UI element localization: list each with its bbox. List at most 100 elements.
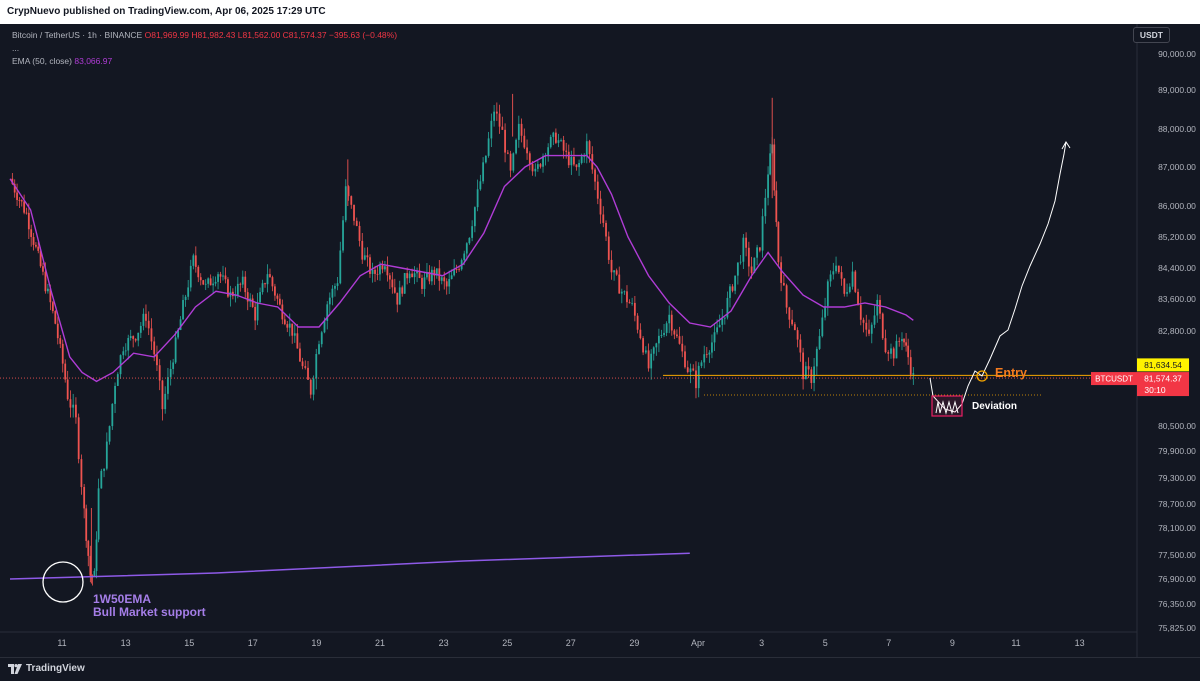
candle-body <box>342 220 344 251</box>
candle-body <box>802 352 804 380</box>
candle-body <box>69 399 72 408</box>
candle-body <box>153 341 156 355</box>
y-tick-label: 77,500.00 <box>1158 550 1196 560</box>
candle-body <box>835 265 837 272</box>
ema50-line[interactable] <box>9 154 914 383</box>
current-price-tag-bg <box>1137 372 1189 397</box>
candle-body <box>526 147 528 154</box>
candle-body <box>588 141 591 155</box>
candle-body <box>912 373 915 375</box>
candle-body <box>528 153 531 165</box>
candle-body <box>821 317 824 337</box>
candle-body <box>453 269 456 276</box>
candle-body <box>824 306 826 318</box>
candle-body <box>331 288 334 298</box>
current-price-tag[interactable]: 81,574.37 <box>1144 374 1182 384</box>
projection-arrowhead <box>1061 141 1071 150</box>
x-tick-label: 17 <box>248 638 258 648</box>
candle-body <box>684 351 686 368</box>
candle-body <box>27 212 30 230</box>
symbol-label[interactable]: Bitcoin / TetherUS · 1h · BINANCE <box>12 30 143 40</box>
x-tick-label: Apr <box>691 638 705 648</box>
candle-body <box>418 270 421 278</box>
candle-body <box>846 292 848 294</box>
ema-row[interactable]: EMA (50, close) 83,066.97 <box>12 55 397 68</box>
candle-body <box>520 123 523 136</box>
candle-body <box>108 426 111 442</box>
candle-body <box>895 340 898 359</box>
candle-body <box>129 336 132 339</box>
symbol-row: Bitcoin / TetherUS · 1h · BINANCE O81,96… <box>12 29 397 42</box>
weekly-ema-title: 1W50EMA <box>93 592 151 606</box>
candle-body <box>142 313 145 326</box>
publisher-line: CrypNuevo published on TradingView.com, … <box>7 6 326 17</box>
candle-body <box>463 253 466 261</box>
chart-frame[interactable]: 90,000.00 89,000.00 88,000.00 87,000.00 86,0… <box>0 24 1200 657</box>
candle-body <box>54 311 57 324</box>
candle-body <box>458 269 460 271</box>
x-tick-label: 25 <box>502 638 512 648</box>
candle-body <box>406 273 409 279</box>
candle-body <box>189 265 192 288</box>
candle-body <box>358 225 361 241</box>
candle-body <box>339 250 342 284</box>
candle-body <box>25 212 28 214</box>
candle-body <box>482 162 485 182</box>
candle-body <box>468 237 471 244</box>
candle-body <box>851 271 854 287</box>
candle-body <box>815 348 818 367</box>
more-indicator[interactable]: ... <box>12 43 20 53</box>
entry-marker[interactable] <box>976 370 988 382</box>
candle-body <box>854 271 857 292</box>
candle-body <box>251 298 254 307</box>
candle-body <box>416 270 418 274</box>
candle-body <box>607 236 610 260</box>
weekly-ema-line[interactable] <box>9 552 690 580</box>
price-chart[interactable]: 90,000.00 89,000.00 88,000.00 87,000.00 86,0… <box>0 24 1200 657</box>
candle-body <box>756 247 758 258</box>
candle-body <box>678 336 681 344</box>
entry-price-tag[interactable]: 81,634.54 <box>1144 360 1182 370</box>
candle-body <box>615 270 618 275</box>
candle-body <box>391 279 394 288</box>
candle-body <box>479 181 482 190</box>
candle-body <box>633 302 636 316</box>
candle-body <box>473 207 476 227</box>
candle-body <box>721 318 724 325</box>
candle-body <box>813 366 815 383</box>
candle-body <box>663 332 665 335</box>
candle-body <box>658 335 660 344</box>
candle-body <box>111 403 114 427</box>
candle-body <box>665 323 668 333</box>
candle-body <box>501 126 504 130</box>
candle-body <box>103 468 105 471</box>
candle-body <box>212 283 215 286</box>
candle-body <box>374 269 376 274</box>
price-axis[interactable] <box>1137 24 1200 657</box>
candle-body <box>736 262 739 276</box>
candle-body <box>323 320 326 333</box>
candle-body <box>274 286 276 296</box>
candle-body <box>716 327 718 333</box>
candle-body <box>350 196 353 205</box>
candle-body <box>202 280 205 285</box>
candle-body <box>506 152 509 154</box>
symbol-tag[interactable]: BTCUSDT <box>1095 375 1133 384</box>
candle-body <box>599 198 602 215</box>
candle-body <box>363 255 366 260</box>
x-tick-label: 27 <box>566 638 576 648</box>
candle-body <box>217 274 219 282</box>
candle-body <box>77 417 80 460</box>
candle-body <box>386 266 389 276</box>
candle-body <box>455 269 458 270</box>
tradingview-logo[interactable]: TradingView <box>8 663 85 674</box>
footer: TradingView <box>0 657 1200 681</box>
candle-body <box>423 277 426 289</box>
candle-body <box>100 470 103 489</box>
candle-body <box>578 162 580 168</box>
candle-body <box>796 330 799 340</box>
candle-body <box>711 342 713 353</box>
candle-body <box>636 315 639 330</box>
candle-body <box>873 315 876 325</box>
currency-button[interactable]: USDT <box>1132 27 1170 43</box>
